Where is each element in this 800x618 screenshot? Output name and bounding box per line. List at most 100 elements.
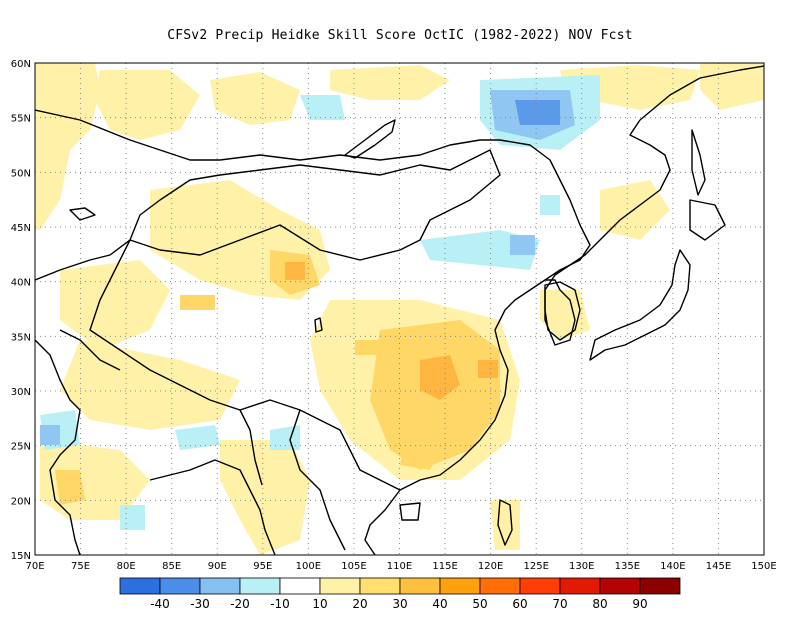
colorbar-label: 50: [472, 597, 487, 611]
border: [289, 409, 346, 551]
skill-patch: [120, 505, 145, 530]
latitude-axis: 60N 55N 50N 45N 40N 35N 30N 25N 20N 15N: [11, 59, 31, 562]
colorbar-swatch: [239, 577, 281, 595]
colorbar-swatch: [279, 577, 321, 595]
skill-patch: [400, 440, 440, 470]
lon-tick-label: 90E: [208, 561, 227, 572]
coastline: [35, 339, 81, 555]
skill-patch: [540, 195, 560, 215]
colorbar-swatch: [479, 577, 521, 595]
skill-patch: [330, 65, 450, 100]
colorbar-label: 90: [632, 597, 647, 611]
colorbar-label: -40: [150, 597, 170, 611]
lake: [314, 317, 323, 333]
coastline: [364, 119, 671, 555]
lat-tick-label: 40N: [11, 278, 31, 289]
skill-patch: [420, 355, 460, 400]
lon-tick-label: 140E: [660, 561, 685, 572]
coastline: [149, 459, 276, 555]
lon-tick-label: 145E: [706, 561, 731, 572]
lon-tick-label: 115E: [432, 561, 457, 572]
coastline: [589, 249, 691, 361]
border: [129, 149, 501, 261]
border: [239, 409, 263, 486]
lake: [344, 119, 396, 159]
skill-patch: [175, 425, 220, 450]
skill-patch: [95, 70, 200, 140]
lat-tick-label: 20N: [11, 496, 31, 507]
lon-tick-label: 130E: [569, 561, 594, 572]
lon-tick-label: 85E: [162, 561, 181, 572]
lake: [69, 207, 96, 221]
skill-patch: [40, 425, 60, 445]
colorbar-label: 60: [512, 597, 527, 611]
skill-patch: [355, 340, 380, 355]
colorbar-swatch: [399, 577, 441, 595]
colorbar: -40 -30 -20 -10 10 20 30 40 50 60 70 80 90: [119, 577, 681, 611]
coastline: [639, 65, 764, 121]
skill-patch: [35, 63, 100, 230]
skill-patch: [510, 235, 535, 255]
skill-patch: [210, 72, 300, 125]
map-title: CFSv2 Precip Heidke Skill Score OctIC (1…: [167, 28, 633, 43]
colorbar-swatch: [639, 577, 681, 595]
skill-patch: [285, 262, 305, 280]
skill-patch: [300, 95, 345, 120]
colorbar-swatch: [559, 577, 601, 595]
map-frame: [34, 62, 765, 556]
coastline: [497, 499, 513, 546]
lon-tick-label: 95E: [253, 561, 272, 572]
lon-tick-label: 75E: [71, 561, 90, 572]
lat-tick-label: 60N: [11, 59, 31, 70]
colorbar-swatch: [119, 577, 161, 595]
border: [59, 329, 121, 371]
coastline: [399, 502, 421, 521]
skill-patch: [180, 295, 215, 310]
colorbar-label: -10: [270, 597, 290, 611]
lat-tick-label: 25N: [11, 442, 31, 453]
border: [35, 109, 500, 161]
border: [499, 139, 591, 281]
longitude-axis: 70E 75E 80E 85E 90E 95E 100E 105E 110E 115E 120E 12…: [25, 561, 776, 572]
coastline: [689, 199, 726, 241]
lon-tick-label: 110E: [387, 561, 412, 572]
skill-patch: [55, 470, 85, 505]
coastline: [691, 129, 706, 196]
colorbar-label: 70: [552, 597, 567, 611]
border: [35, 239, 131, 281]
colorbar-swatch: [519, 577, 561, 595]
colorbar-swatch: [599, 577, 641, 595]
skill-patch: [60, 260, 170, 350]
lon-tick-label: 70E: [25, 561, 44, 572]
lat-lon-grid: [35, 63, 764, 555]
lat-tick-label: 30N: [11, 387, 31, 398]
lat-tick-label: 35N: [11, 332, 31, 343]
lat-tick-label: 50N: [11, 168, 31, 179]
lon-tick-label: 105E: [341, 561, 366, 572]
skill-patch: [490, 500, 520, 550]
lon-tick-label: 150E: [751, 561, 776, 572]
coastline-layer: [35, 65, 764, 555]
colorbar-label: 20: [352, 597, 367, 611]
lat-tick-label: 55N: [11, 114, 31, 125]
colorbar-label: -20: [230, 597, 250, 611]
colorbar-label: -30: [190, 597, 210, 611]
lon-tick-label: 135E: [615, 561, 640, 572]
skill-patch: [220, 440, 310, 555]
lon-tick-label: 80E: [117, 561, 136, 572]
colorbar-swatch: [199, 577, 241, 595]
skill-patch: [515, 100, 560, 125]
colorbar-label: 10: [312, 597, 327, 611]
coastline: [544, 281, 581, 341]
colorbar-swatch: [439, 577, 481, 595]
colorbar-label: 40: [432, 597, 447, 611]
lat-tick-label: 15N: [11, 551, 31, 562]
colorbar-swatch: [319, 577, 361, 595]
colorbar-label: 30: [392, 597, 407, 611]
lon-tick-label: 100E: [296, 561, 321, 572]
lat-tick-label: 45N: [11, 223, 31, 234]
colorbar-swatch: [359, 577, 401, 595]
colorbar-swatch: [159, 577, 201, 595]
